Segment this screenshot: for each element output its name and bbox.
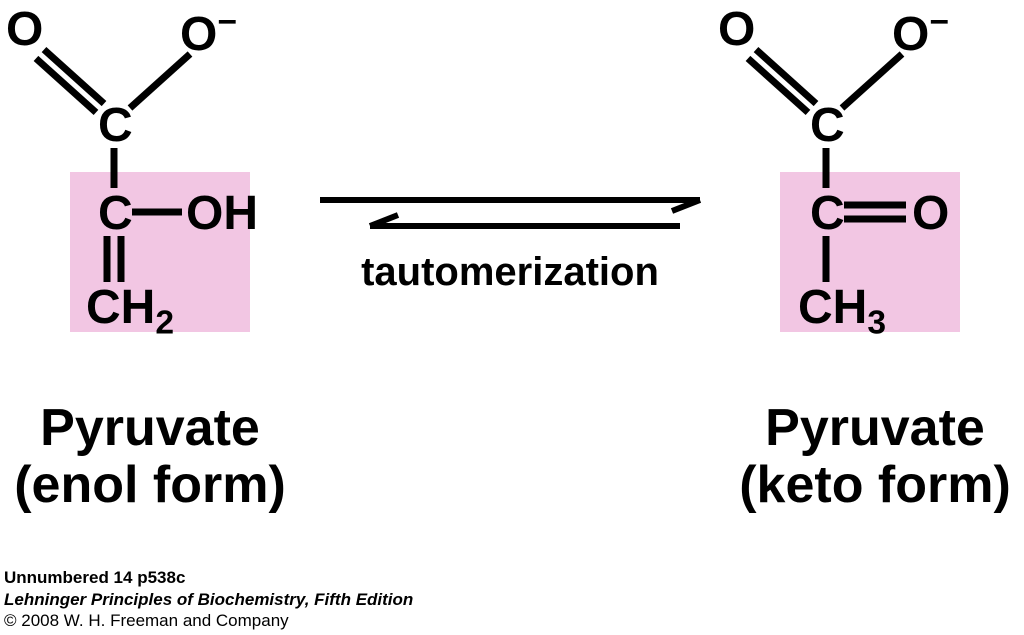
enol-atom-O-minus: O− — [180, 6, 237, 59]
enol-name-line2: (enol form) — [14, 456, 286, 514]
keto-name: Pyruvate (keto form) — [720, 400, 1024, 514]
enol-name: Pyruvate (enol form) — [0, 400, 300, 514]
keto-name-line1: Pyruvate — [765, 399, 985, 457]
enol-atom-OH: OH — [186, 190, 258, 238]
keto-name-line2: (keto form) — [739, 456, 1011, 514]
keto-atom-CH3: CH3 — [798, 284, 886, 340]
footer-line2: Lehninger Principles of Biochemistry, Fi… — [4, 589, 413, 610]
enol-name-line1: Pyruvate — [40, 399, 260, 457]
diagram-stage: O O− C C OH CH2 O O− C C O CH3 tautomeri… — [0, 0, 1024, 635]
footer-line1: Unnumbered 14 p538c — [4, 567, 413, 588]
tautomerization-label: tautomerization — [310, 250, 710, 295]
keto-atom-O-keto: O — [912, 190, 949, 238]
footer-line3: © 2008 W. H. Freeman and Company — [4, 610, 413, 631]
keto-atom-C2: C — [810, 190, 845, 238]
enol-atom-C1: C — [98, 102, 133, 150]
keto-atom-O-double: O — [718, 6, 755, 54]
enol-atom-C2: C — [98, 190, 133, 238]
citation-footer: Unnumbered 14 p538c Lehninger Principles… — [4, 567, 413, 631]
enol-atom-O-double: O — [6, 6, 43, 54]
keto-atom-O-minus: O− — [892, 6, 949, 59]
enol-atom-CH2: CH2 — [86, 284, 174, 340]
keto-atom-C1: C — [810, 102, 845, 150]
